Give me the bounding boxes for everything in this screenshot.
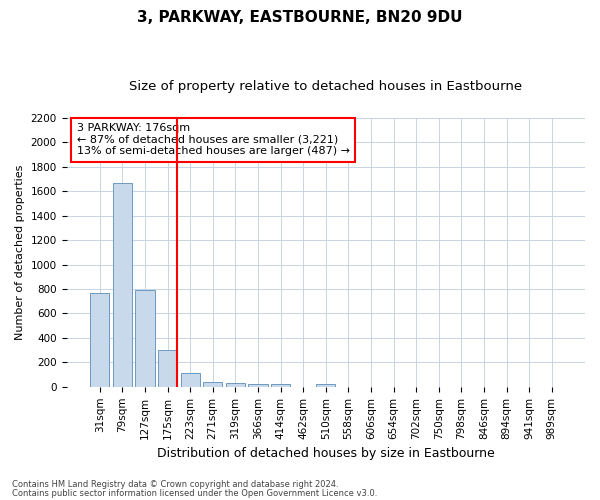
Text: 3, PARKWAY, EASTBOURNE, BN20 9DU: 3, PARKWAY, EASTBOURNE, BN20 9DU bbox=[137, 10, 463, 25]
Bar bbox=[226, 383, 245, 387]
Bar bbox=[271, 384, 290, 387]
Bar bbox=[113, 182, 132, 387]
Bar bbox=[181, 374, 200, 387]
Y-axis label: Number of detached properties: Number of detached properties bbox=[15, 164, 25, 340]
Bar bbox=[203, 382, 223, 387]
Title: Size of property relative to detached houses in Eastbourne: Size of property relative to detached ho… bbox=[129, 80, 523, 93]
Bar bbox=[316, 384, 335, 387]
Bar bbox=[90, 292, 109, 387]
Text: Contains HM Land Registry data © Crown copyright and database right 2024.: Contains HM Land Registry data © Crown c… bbox=[12, 480, 338, 489]
Bar bbox=[158, 350, 177, 387]
Bar bbox=[136, 290, 155, 387]
Text: 3 PARKWAY: 176sqm
← 87% of detached houses are smaller (3,221)
13% of semi-detac: 3 PARKWAY: 176sqm ← 87% of detached hous… bbox=[77, 123, 350, 156]
Text: Contains public sector information licensed under the Open Government Licence v3: Contains public sector information licen… bbox=[12, 490, 377, 498]
Bar bbox=[248, 384, 268, 387]
X-axis label: Distribution of detached houses by size in Eastbourne: Distribution of detached houses by size … bbox=[157, 447, 494, 460]
